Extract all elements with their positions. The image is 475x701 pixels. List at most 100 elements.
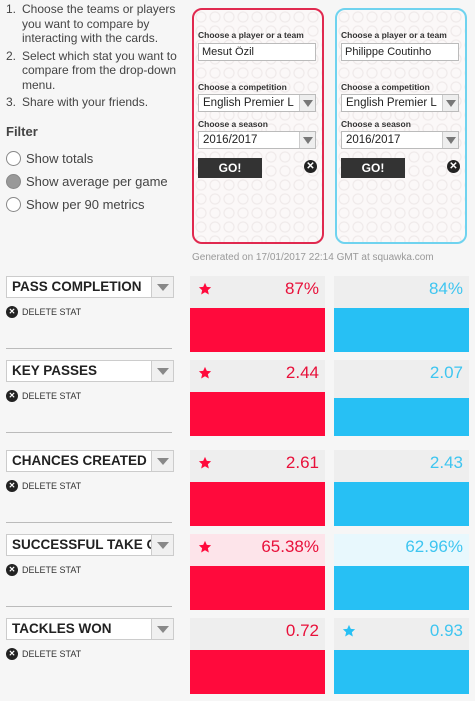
right-value-box: 2.07	[334, 360, 469, 436]
filter-title: Filter	[6, 124, 38, 139]
right-stat-value: 84%	[428, 279, 463, 298]
chevron-down-icon	[151, 535, 173, 555]
left-value-bar	[190, 649, 325, 694]
go-button[interactable]: GO!	[198, 158, 262, 178]
chevron-down-icon	[151, 361, 173, 381]
player-card-right: Choose a player or a team Choose a compe…	[335, 8, 467, 244]
season-select[interactable]: 2016/2017	[198, 131, 316, 149]
competition-select[interactable]: English Premier L	[341, 94, 459, 112]
star-icon	[342, 624, 356, 638]
close-icon: ✕	[6, 306, 18, 318]
instructions-list: 1. Choose the teams or players you want t…	[6, 2, 186, 113]
filter-option-per90[interactable]: Show per 90 metrics	[6, 193, 186, 216]
delete-stat-button[interactable]: ✕ DELETE STAT	[6, 480, 81, 492]
competition-select[interactable]: English Premier L	[198, 94, 316, 112]
star-icon	[198, 366, 212, 380]
star-icon	[198, 282, 212, 296]
season-label: Choose a season	[198, 119, 268, 129]
stat-name: CHANCES CREATED	[12, 453, 147, 468]
chevron-down-icon	[151, 451, 173, 471]
left-stat-value: 87%	[284, 279, 319, 298]
stat-divider	[6, 606, 172, 607]
delete-stat-label: DELETE STAT	[22, 481, 82, 491]
left-value-box: 2.61	[190, 450, 325, 526]
chevron-down-icon	[299, 95, 315, 111]
stat-select[interactable]: TACKLES WON	[6, 618, 174, 640]
right-value-box: 62.96%	[334, 534, 469, 610]
close-icon: ✕	[6, 564, 18, 576]
player-card-left: Choose a player or a team Choose a compe…	[192, 8, 324, 244]
right-stat-value: 2.07	[429, 363, 463, 382]
right-stat-value: 2.43	[429, 453, 463, 472]
chevron-down-icon	[151, 619, 173, 639]
stat-name: TACKLES WON	[12, 621, 112, 636]
delete-stat-button[interactable]: ✕ DELETE STAT	[6, 306, 81, 318]
close-icon[interactable]: ✕	[304, 160, 317, 173]
filter-option-average[interactable]: Show average per game	[6, 170, 186, 193]
stat-name: KEY PASSES	[12, 363, 98, 378]
star-icon	[198, 540, 212, 554]
radio-button[interactable]	[6, 151, 21, 166]
right-value-bar	[334, 565, 469, 610]
player-input[interactable]	[341, 43, 459, 61]
left-stat-value: 0.72	[285, 621, 319, 640]
filter-option-totals[interactable]: Show totals	[6, 147, 186, 170]
right-value-bar	[334, 398, 469, 436]
go-button[interactable]: GO!	[341, 158, 405, 178]
delete-stat-label: DELETE STAT	[22, 391, 82, 401]
stat-select[interactable]: KEY PASSES	[6, 360, 174, 382]
delete-stat-label: DELETE STAT	[22, 649, 82, 659]
right-value-bar	[334, 481, 469, 526]
competition-label: Choose a competition	[341, 82, 430, 92]
instruction-item: 2. Select which stat you want to compare …	[6, 48, 177, 92]
right-value-box: 2.43	[334, 450, 469, 526]
stat-select[interactable]: PASS COMPLETION	[6, 276, 174, 298]
delete-stat-button[interactable]: ✕ DELETE STAT	[6, 648, 81, 660]
instruction-item: 3. Share with your friends.	[6, 95, 149, 109]
stat-divider	[6, 348, 172, 349]
stat-select[interactable]: CHANCES CREATED	[6, 450, 174, 472]
close-icon: ✕	[6, 648, 18, 660]
left-value-box: 2.44	[190, 360, 325, 436]
delete-stat-label: DELETE STAT	[22, 565, 82, 575]
stat-name: SUCCESSFUL TAKE ON	[12, 537, 167, 552]
chevron-down-icon	[442, 95, 458, 111]
chevron-down-icon	[299, 132, 315, 148]
stat-divider	[6, 432, 172, 433]
right-value-bar	[334, 307, 469, 352]
close-icon[interactable]: ✕	[447, 160, 460, 173]
generated-note: Generated on 17/01/2017 22:14 GMT at squ…	[192, 252, 434, 263]
radio-button-checked[interactable]	[6, 174, 21, 189]
delete-stat-button[interactable]: ✕ DELETE STAT	[6, 390, 81, 402]
left-stat-value: 2.44	[285, 363, 319, 382]
left-stat-value: 2.61	[285, 453, 319, 472]
right-value-bar	[334, 649, 469, 694]
stat-divider	[6, 522, 172, 523]
competition-label: Choose a competition	[198, 82, 287, 92]
radio-button[interactable]	[6, 197, 21, 212]
delete-stat-button[interactable]: ✕ DELETE STAT	[6, 564, 81, 576]
left-value-bar	[190, 565, 325, 610]
left-value-bar	[190, 307, 325, 352]
right-value-box: 84%	[334, 276, 469, 352]
close-icon: ✕	[6, 390, 18, 402]
chevron-down-icon	[442, 132, 458, 148]
right-stat-value: 62.96%	[405, 537, 463, 556]
left-value-box: 87%	[190, 276, 325, 352]
left-value-bar	[190, 481, 325, 526]
left-stat-value: 65.38%	[261, 537, 319, 556]
left-value-box: 65.38%	[190, 534, 325, 610]
player-label: Choose a player or a team	[198, 30, 304, 40]
right-stat-value: 0.93	[429, 621, 463, 640]
left-value-box: 0.72	[190, 618, 325, 694]
chevron-down-icon	[151, 277, 173, 297]
player-label: Choose a player or a team	[341, 30, 447, 40]
delete-stat-label: DELETE STAT	[22, 307, 82, 317]
season-select[interactable]: 2016/2017	[341, 131, 459, 149]
instruction-item: 1. Choose the teams or players you want t…	[6, 2, 176, 45]
left-value-bar	[190, 391, 325, 436]
season-label: Choose a season	[341, 119, 411, 129]
stat-name: PASS COMPLETION	[12, 279, 142, 294]
stat-select[interactable]: SUCCESSFUL TAKE ON	[6, 534, 174, 556]
player-input[interactable]	[198, 43, 316, 61]
